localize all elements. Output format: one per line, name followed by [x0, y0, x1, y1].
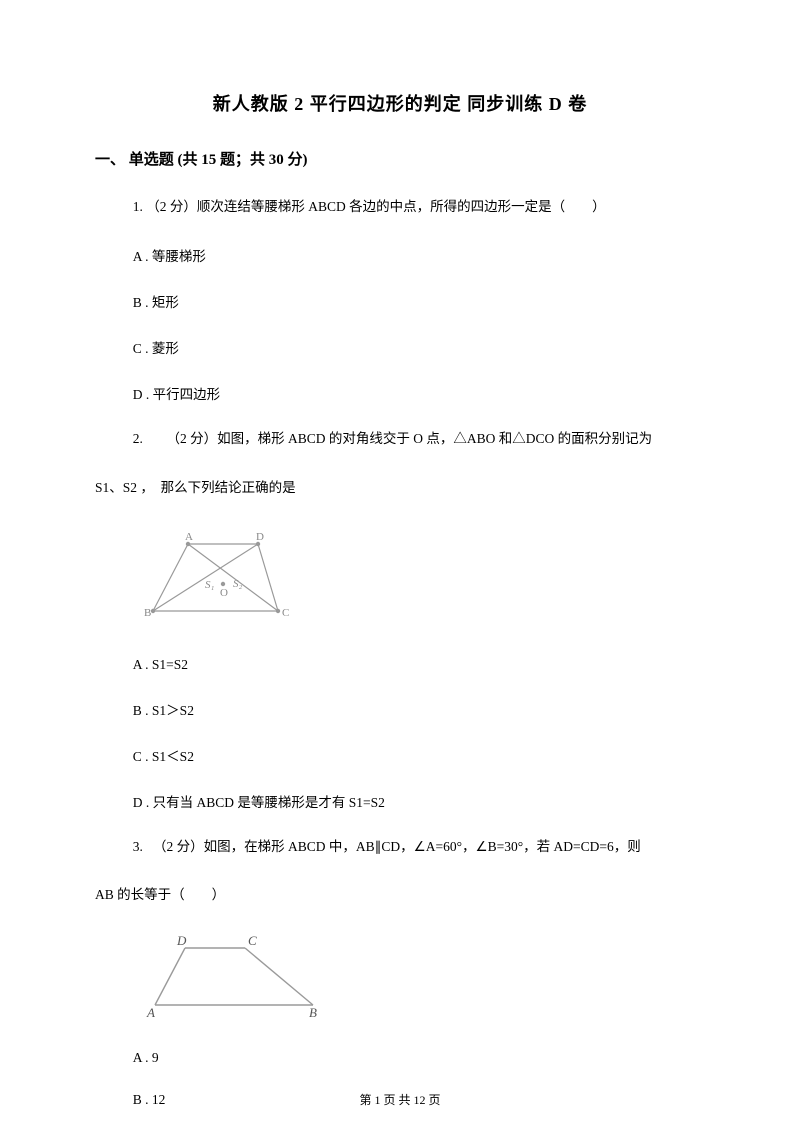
svg-text:A: A — [185, 531, 193, 543]
q3-figure: A B D C — [143, 933, 705, 1024]
section-heading: 一、 单选题 (共 15 题；共 30 分) — [95, 148, 705, 169]
q1-option-a: A . 等腰梯形 — [95, 245, 705, 265]
q3-stem-line2: AB 的长等于（ ） — [95, 885, 705, 905]
svg-text:C: C — [248, 933, 257, 948]
q2-stem-line1: 2. （2 分）如图，梯形 ABCD 的对角线交于 O 点，△ABO 和△DCO… — [95, 429, 705, 449]
svg-text:C: C — [282, 607, 289, 619]
svg-text:D: D — [256, 531, 264, 543]
svg-text:A: A — [146, 1005, 155, 1019]
q3-stem-line1: 3. （2 分）如图，在梯形 ABCD 中，AB∥CD，∠A=60°，∠B=30… — [95, 837, 705, 857]
svg-text:O: O — [220, 587, 228, 599]
q2-stem-line2: S1、S2 ， 那么下列结论正确的是 — [95, 478, 705, 498]
q3-option-a: A . 9 — [95, 1050, 705, 1066]
q2-option-a: A . S1=S2 — [95, 657, 705, 673]
svg-text:S₁: S₁ — [205, 579, 215, 591]
svg-text:B: B — [309, 1005, 317, 1019]
svg-text:S₂: S₂ — [233, 578, 243, 590]
q1-option-b: B . 矩形 — [95, 291, 705, 311]
page-footer: 第 1 页 共 12 页 — [0, 1091, 800, 1108]
svg-text:B: B — [144, 607, 151, 619]
svg-text:D: D — [176, 933, 187, 948]
page-title: 新人教版 2 平行四边形的判定 同步训练 D 卷 — [95, 90, 705, 116]
q3-svg: A B D C — [143, 933, 323, 1019]
q1-option-d: D . 平行四边形 — [95, 383, 705, 403]
q2-option-b: B . S1＞S2 — [95, 699, 705, 719]
q2-option-c: C . S1＜S2 — [95, 745, 705, 765]
q1-stem: 1. （2 分）顺次连结等腰梯形 ABCD 各边的中点，所得的四边形一定是（ ） — [95, 197, 705, 217]
q2-figure: A D B C S₁ S₂ O — [143, 526, 705, 631]
q2-svg: A D B C S₁ S₂ O — [143, 526, 293, 626]
q1-option-c: C . 菱形 — [95, 337, 705, 357]
q2-option-d: D . 只有当 ABCD 是等腰梯形是才有 S1=S2 — [95, 791, 705, 811]
